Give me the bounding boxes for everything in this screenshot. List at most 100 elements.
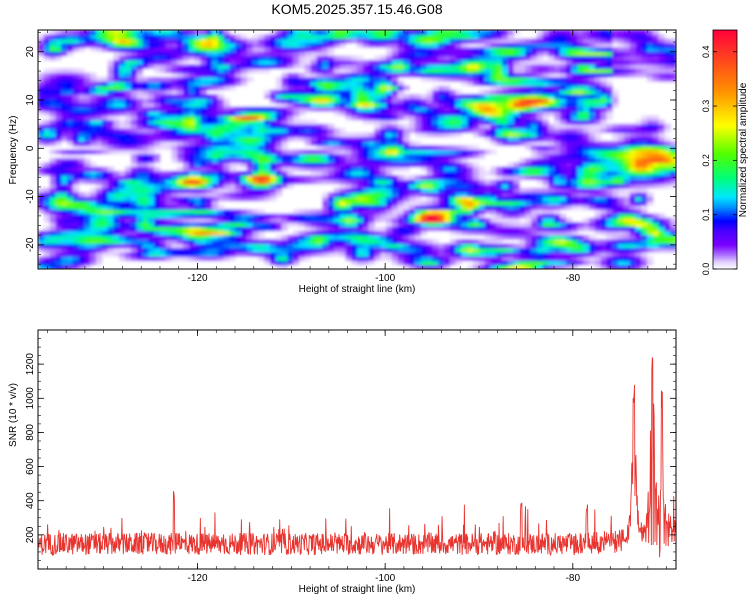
heatmap-cell: [125, 115, 132, 121]
heatmap-cell: [473, 102, 480, 108]
heatmap-cell: [502, 106, 509, 112]
heatmap-cell: [165, 47, 172, 52]
heatmap-cell: [333, 234, 341, 240]
heatmap-cell: [316, 166, 323, 172]
heatmap-cell: [397, 111, 404, 116]
heatmap-cell: [606, 234, 613, 240]
heatmap-cell: [612, 170, 619, 176]
heatmap-cell: [380, 98, 387, 104]
heatmap-cell: [177, 179, 184, 185]
heatmap-cell: [461, 162, 468, 168]
heatmap-cell: [507, 209, 515, 215]
heatmap-cell: [130, 162, 138, 168]
heatmap-cell: [548, 64, 555, 70]
heatmap-cell: [113, 123, 120, 129]
heatmap-cell: [299, 42, 306, 48]
heatmap-cell: [548, 234, 555, 240]
heatmap-cell: [107, 234, 114, 240]
heatmap-cell: [38, 42, 45, 48]
heatmap-cell: [513, 55, 520, 61]
heatmap-cell: [84, 128, 91, 134]
heatmap-cell: [513, 222, 520, 227]
heatmap-cell: [165, 140, 172, 146]
heatmap-cell: [49, 204, 56, 210]
heatmap-cell: [177, 72, 184, 78]
heatmap-cell: [513, 51, 520, 57]
heatmap-cell: [444, 94, 451, 99]
heatmap-cell: [316, 64, 323, 70]
heatmap-cell: [420, 192, 428, 198]
heatmap-cell: [403, 256, 410, 262]
heatmap-cell: [357, 260, 364, 266]
heatmap-cell: [565, 81, 573, 87]
heatmap-cell: [322, 47, 329, 52]
heatmap-cell: [542, 106, 549, 112]
heatmap-cell: [229, 145, 236, 151]
heatmap-cell: [571, 102, 578, 108]
heatmap-cell: [310, 136, 317, 142]
heatmap-cell: [171, 234, 178, 240]
heatmap-cell: [612, 192, 619, 198]
heatmap-cell: [438, 149, 445, 155]
heatmap-cell: [583, 158, 590, 163]
heatmap-cell: [310, 140, 317, 146]
heatmap-cell: [96, 196, 103, 202]
heatmap-cell: [258, 51, 265, 57]
heatmap-cell: [531, 204, 538, 210]
heatmap-cell: [444, 162, 451, 168]
heatmap-cell: [409, 217, 416, 223]
heatmap-cell: [252, 183, 259, 189]
heatmap-cell: [548, 230, 555, 236]
heatmap-cell: [258, 226, 265, 232]
heatmap-cell: [623, 158, 631, 163]
heatmap-cell: [380, 230, 387, 236]
heatmap-cell: [600, 192, 607, 198]
heatmap-cell: [397, 251, 404, 257]
heatmap-cell: [96, 136, 103, 142]
heatmap-cell: [183, 76, 190, 82]
heatmap-cell: [322, 140, 329, 146]
heatmap-cell: [113, 230, 120, 236]
heatmap-cell: [212, 98, 219, 104]
heatmap-cell: [583, 140, 590, 146]
heatmap-cell: [293, 119, 300, 125]
heatmap-cell: [90, 132, 97, 138]
heatmap-cell: [275, 94, 283, 99]
heatmap-cell: [281, 149, 288, 155]
heatmap-cell: [560, 256, 567, 262]
heatmap-cell: [531, 47, 538, 52]
heatmap-cell: [235, 132, 242, 138]
heatmap-cell: [600, 149, 607, 155]
heatmap-cell: [217, 145, 225, 151]
heatmap-cell: [583, 81, 590, 87]
heatmap-cell: [339, 132, 346, 138]
heatmap-cell: [583, 239, 590, 244]
heatmap-cell: [246, 179, 254, 185]
heatmap-cell: [432, 153, 439, 159]
heatmap-cell: [200, 196, 207, 202]
heatmap-cell: [84, 136, 91, 142]
heatmap-cell: [136, 153, 143, 159]
heatmap-cell: [101, 123, 109, 129]
heatmap-cell: [316, 81, 323, 87]
heatmap-cell: [125, 51, 132, 57]
heatmap-cell: [362, 183, 370, 189]
heatmap-cell: [49, 175, 56, 180]
heatmap-cell: [275, 226, 283, 232]
heatmap-cell: [154, 89, 161, 95]
heatmap-cell: [519, 106, 526, 112]
heatmap-cell: [606, 251, 613, 257]
heatmap-cell: [287, 247, 294, 253]
heatmap-cell: [165, 132, 172, 138]
heatmap-cell: [96, 179, 103, 185]
heatmap-cell: [380, 170, 387, 176]
heatmap-cell: [444, 183, 451, 189]
heatmap-cell: [623, 187, 631, 193]
heatmap-cell: [426, 98, 433, 104]
heatmap-cell: [84, 222, 91, 227]
heatmap-cell: [281, 166, 288, 172]
heatmap-cell: [159, 140, 167, 146]
heatmap-cell: [658, 136, 665, 142]
heatmap-cell: [113, 192, 120, 198]
heatmap-cell: [548, 85, 555, 91]
